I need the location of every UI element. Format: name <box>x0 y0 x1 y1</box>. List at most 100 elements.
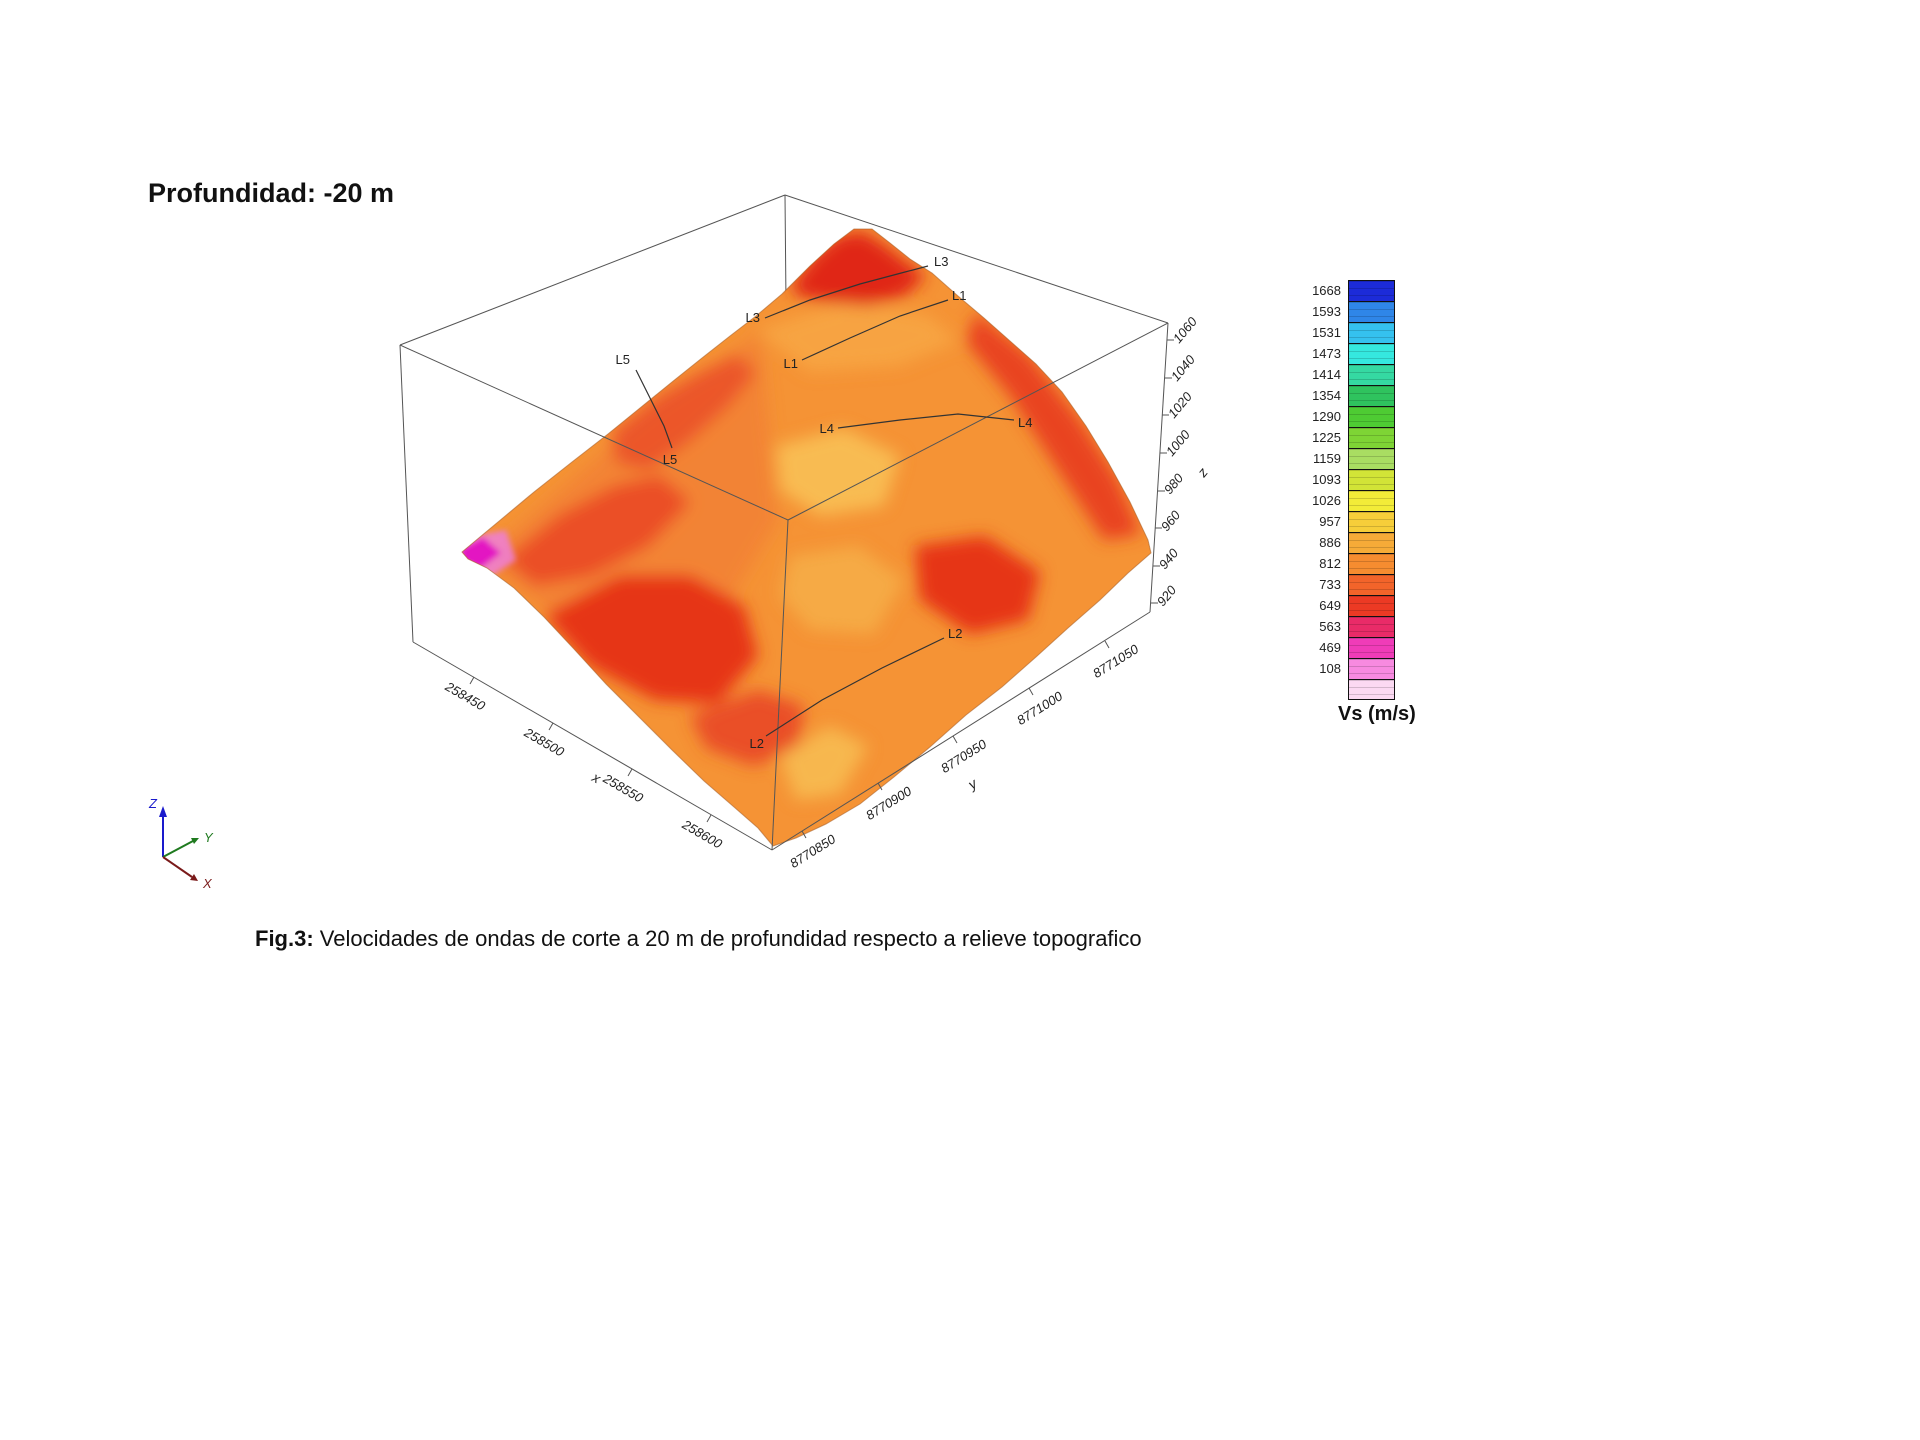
z-axis-label: z <box>1193 464 1210 480</box>
orientation-triad: Z Y X <box>148 796 214 891</box>
legend-value: 1026 <box>1312 493 1341 508</box>
bounding-box-front-edges <box>399 322 1169 851</box>
figure-caption: Fig.3: Velocidades de ondas de corte a 2… <box>255 926 1142 952</box>
legend-swatch <box>1348 322 1395 343</box>
legend-row: 1354 <box>1300 385 1395 406</box>
legend-swatch <box>1348 637 1395 658</box>
legend-value: 1473 <box>1312 346 1341 361</box>
survey-line-label: L4 <box>820 421 834 436</box>
legend-swatch <box>1348 658 1395 679</box>
colorbar-legend: 1668 1593 1531 1473 1414 1354 1290 1225 1159 1093… <box>1300 280 1395 700</box>
legend-row: 957 <box>1300 511 1395 532</box>
y-tick-label: 8770950 <box>938 736 990 776</box>
legend-row: 1290 <box>1300 406 1395 427</box>
legend-swatch <box>1348 553 1395 574</box>
legend-swatch <box>1348 364 1395 385</box>
legend-value: 1225 <box>1312 430 1341 445</box>
y-tick-label: 8771050 <box>1090 641 1142 681</box>
z-tick-label: 960 <box>1158 507 1184 534</box>
legend-swatch <box>1348 406 1395 427</box>
legend-swatch <box>1348 385 1395 406</box>
legend-title: Vs (m/s) <box>1338 703 1416 725</box>
caption-text: Velocidades de ondas de corte a 20 m de … <box>313 926 1142 951</box>
y-arrow-icon <box>191 838 199 844</box>
legend-value: 1354 <box>1312 388 1341 403</box>
x-tick-label: 258450 <box>442 678 489 714</box>
legend-value: 563 <box>1319 619 1341 634</box>
legend-row: 1668 <box>1300 280 1395 301</box>
legend-row: 108 <box>1300 658 1395 679</box>
survey-line-label: L5 <box>663 452 677 467</box>
y-tick-label: 8771000 <box>1014 688 1066 728</box>
legend-row <box>1300 679 1395 700</box>
legend-swatch <box>1348 280 1395 301</box>
legend-swatch <box>1348 616 1395 637</box>
survey-line-L2 <box>765 637 945 737</box>
legend-swatch <box>1348 469 1395 490</box>
legend-value: 957 <box>1319 514 1341 529</box>
survey-lines: L3 L3 L1 L1 L5 L5 L4 L4 L2 L2 <box>616 254 1033 751</box>
legend-row: 469 <box>1300 637 1395 658</box>
caption-prefix: Fig.3: <box>255 926 314 951</box>
survey-line-label: L3 <box>934 254 948 269</box>
survey-line-label: L2 <box>948 626 962 641</box>
legend-swatch <box>1348 532 1395 553</box>
legend-row: 1531 <box>1300 322 1395 343</box>
velocity-surface <box>462 229 1151 846</box>
survey-line-label: L3 <box>746 310 760 325</box>
legend-row: 1093 <box>1300 469 1395 490</box>
surface-velocity-patches <box>480 231 1141 800</box>
z-tick-label: 980 <box>1161 470 1187 497</box>
surface-base <box>462 229 1151 846</box>
z-axis: 1060 1040 1020 1000 980 960 940 920 z <box>1151 314 1211 609</box>
survey-line-L4 <box>837 413 1015 429</box>
legend-row: 886 <box>1300 532 1395 553</box>
legend-value: 1093 <box>1312 472 1341 487</box>
legend-row: 1159 <box>1300 448 1395 469</box>
x-tick-label: 258550 <box>600 770 647 806</box>
legend-swatch <box>1348 301 1395 322</box>
survey-line-label: L2 <box>750 736 764 751</box>
legend-value: 1531 <box>1312 325 1341 340</box>
legend-value: 812 <box>1319 556 1341 571</box>
survey-line-L1 <box>801 299 949 361</box>
legend-row: 1593 <box>1300 301 1395 322</box>
legend-value: 1593 <box>1312 304 1341 319</box>
depth-title: Profundidad: -20 m <box>148 178 395 208</box>
z-tick-label: 1060 <box>1170 314 1201 346</box>
legend-swatch <box>1348 679 1395 700</box>
triad-y-label: Y <box>204 830 214 845</box>
survey-line-L3 <box>764 265 929 319</box>
x-tick-label: 258500 <box>521 724 568 760</box>
legend-row: 563 <box>1300 616 1395 637</box>
surface-outline <box>461 228 1152 847</box>
legend-value: 469 <box>1319 640 1341 655</box>
triad-z-label: Z <box>148 796 158 811</box>
legend-row: 733 <box>1300 574 1395 595</box>
survey-line-label: L1 <box>952 288 966 303</box>
z-tick-label: 1020 <box>1165 389 1196 421</box>
colorbar-rows: 1668 1593 1531 1473 1414 1354 1290 1225 1159 1093… <box>1300 280 1395 700</box>
legend-swatch <box>1348 595 1395 616</box>
x-arrow-icon <box>190 874 198 881</box>
survey-line-L5 <box>635 369 673 449</box>
legend-value: 1414 <box>1312 367 1341 382</box>
legend-swatch <box>1348 448 1395 469</box>
x-tick-label: 258600 <box>679 816 726 852</box>
z-tick-label: 940 <box>1156 545 1182 572</box>
legend-swatch <box>1348 343 1395 364</box>
legend-row: 1414 <box>1300 364 1395 385</box>
legend-row: 1473 <box>1300 343 1395 364</box>
survey-line-label: L1 <box>784 356 798 371</box>
legend-value: 649 <box>1319 598 1341 613</box>
legend-value: 886 <box>1319 535 1341 550</box>
z-tick-label: 920 <box>1154 582 1180 609</box>
legend-value: 1290 <box>1312 409 1341 424</box>
legend-value: 1159 <box>1313 451 1341 466</box>
legend-value: 108 <box>1319 661 1341 676</box>
survey-line-label: L4 <box>1018 415 1032 430</box>
survey-line-label: L5 <box>616 352 630 367</box>
legend-row: 1225 <box>1300 427 1395 448</box>
z-tick-label: 1000 <box>1163 427 1194 459</box>
